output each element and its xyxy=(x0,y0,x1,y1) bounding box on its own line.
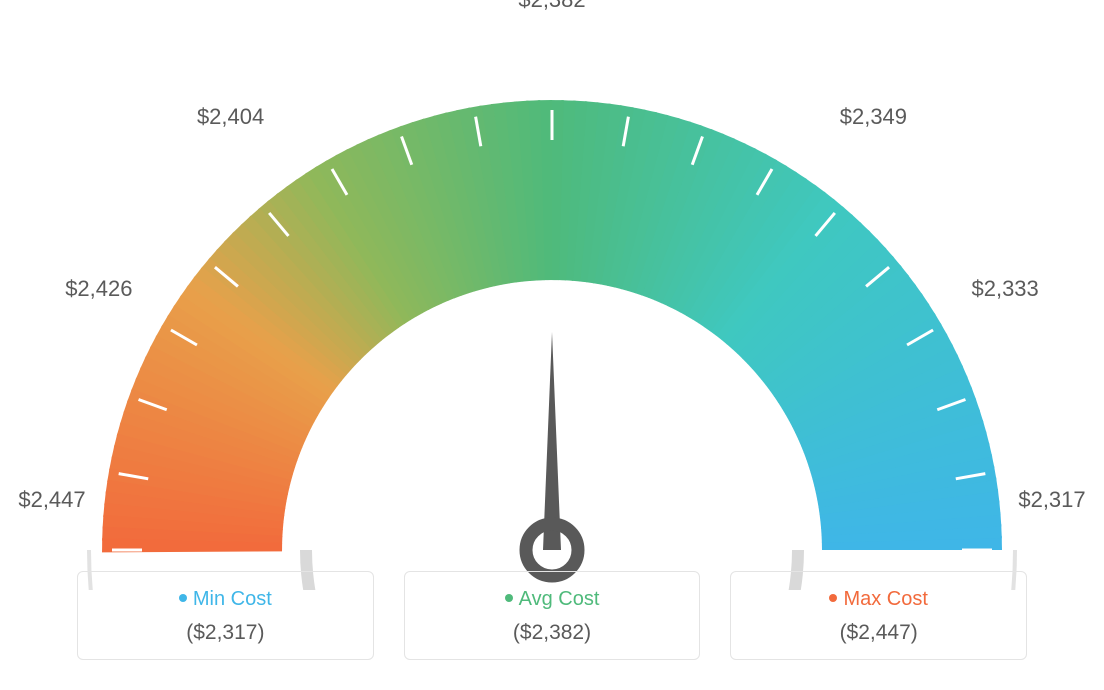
legend-card-min: Min Cost ($2,317) xyxy=(77,571,374,660)
gauge-tick-label: $2,382 xyxy=(518,0,585,13)
gauge-svg xyxy=(0,50,1104,590)
gauge-tick-label: $2,404 xyxy=(197,104,264,130)
bullet-icon xyxy=(179,594,187,602)
legend-max-value: ($2,447) xyxy=(749,621,1008,645)
legend-row: Min Cost ($2,317) Avg Cost ($2,382) Max … xyxy=(77,571,1027,660)
legend-min-value: ($2,317) xyxy=(96,621,355,645)
legend-min-title: Min Cost xyxy=(96,588,355,611)
gauge-tick-label: $2,349 xyxy=(840,104,907,130)
legend-avg-title: Avg Cost xyxy=(423,588,682,611)
gauge-tick-label: $2,317 xyxy=(1018,487,1085,513)
legend-avg-label: Avg Cost xyxy=(519,588,600,610)
gauge-tick-label: $2,333 xyxy=(971,276,1038,302)
legend-avg-value: ($2,382) xyxy=(423,621,682,645)
legend-card-avg: Avg Cost ($2,382) xyxy=(404,571,701,660)
bullet-icon xyxy=(829,594,837,602)
legend-min-label: Min Cost xyxy=(193,588,272,610)
gauge-chart: $2,317 $2,333 $2,349 $2,382 $2,404 $2,426 $2,4… xyxy=(0,0,1104,540)
gauge-tick-label: $2,426 xyxy=(65,276,132,302)
legend-max-title: Max Cost xyxy=(749,588,1008,611)
legend-max-label: Max Cost xyxy=(843,588,927,610)
bullet-icon xyxy=(505,594,513,602)
gauge-tick-label: $2,447 xyxy=(18,487,85,513)
legend-card-max: Max Cost ($2,447) xyxy=(730,571,1027,660)
